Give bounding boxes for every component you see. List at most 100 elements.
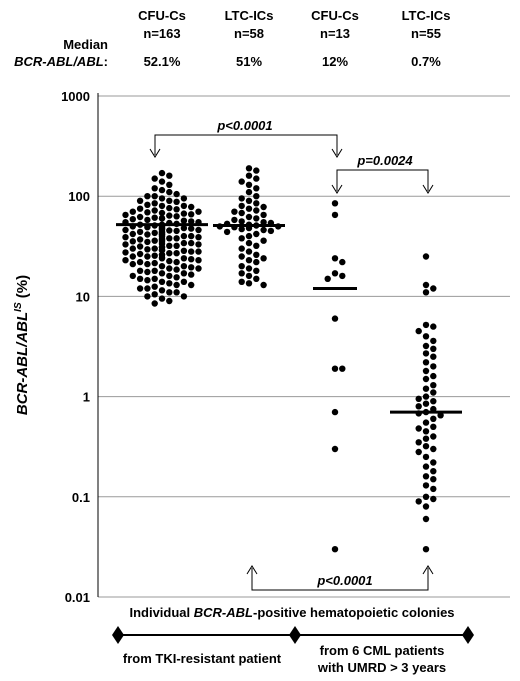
data-point xyxy=(430,433,437,440)
data-point xyxy=(260,237,267,244)
data-point xyxy=(422,428,430,435)
data-point xyxy=(331,255,339,262)
data-point xyxy=(422,393,430,400)
data-point xyxy=(245,257,253,264)
data-point xyxy=(136,250,144,258)
data-point xyxy=(180,217,188,224)
bracket-top xyxy=(154,134,338,155)
data-point xyxy=(245,248,253,255)
data-point xyxy=(260,255,267,262)
data-point xyxy=(180,247,188,254)
data-point xyxy=(195,234,202,241)
data-point xyxy=(422,367,430,375)
data-point xyxy=(422,546,430,553)
data-point xyxy=(430,495,437,503)
header-col3-n: n=13 xyxy=(320,26,350,41)
data-point xyxy=(151,291,158,298)
data-point xyxy=(166,289,173,296)
data-point xyxy=(415,395,422,402)
data-point xyxy=(136,197,144,204)
data-point xyxy=(422,473,430,480)
data-point xyxy=(253,193,260,200)
data-point xyxy=(136,285,144,292)
data-point xyxy=(422,253,430,260)
data-point xyxy=(173,281,180,289)
data-point xyxy=(180,202,188,210)
data-point xyxy=(136,243,144,250)
data-point xyxy=(415,498,422,505)
y-tick-label: 0.01 xyxy=(65,590,90,605)
data-point xyxy=(253,185,260,192)
data-point xyxy=(245,197,253,204)
data-point xyxy=(158,195,166,202)
data-point xyxy=(151,185,158,192)
arrow-bottom-left xyxy=(246,565,258,575)
header: CFU-Cs n=163 LTC-ICs n=58 CFU-Cs n=13 LT… xyxy=(14,8,450,69)
data-point xyxy=(144,209,151,216)
data-point xyxy=(430,285,437,292)
data-point xyxy=(422,453,430,461)
data-point xyxy=(195,208,202,215)
y-axis-label: BCR-ABL/ABLIS (%) xyxy=(13,275,31,415)
data-point xyxy=(422,321,430,329)
data-point xyxy=(238,253,245,260)
diamond-right xyxy=(462,626,474,644)
data-point xyxy=(331,270,339,277)
data-point xyxy=(144,260,151,268)
data-point xyxy=(180,224,188,232)
p-value-mid: p=0.0024 xyxy=(356,153,413,168)
data-point xyxy=(122,257,129,264)
y-tick-labels: 1000 100 10 1 0.1 0.01 xyxy=(61,89,90,605)
data-point xyxy=(158,263,166,270)
data-point xyxy=(180,270,188,277)
y-tick-label: 0.1 xyxy=(72,490,90,505)
data-point xyxy=(151,175,158,182)
data-point xyxy=(324,275,331,282)
data-point xyxy=(260,226,267,234)
data-point xyxy=(173,258,180,266)
data-point xyxy=(188,239,195,247)
data-point xyxy=(144,238,151,246)
data-point xyxy=(422,375,430,383)
data-point xyxy=(331,211,339,219)
data-point xyxy=(136,205,144,212)
data-point xyxy=(158,202,166,210)
data-point xyxy=(430,372,437,380)
header-col2-n: n=58 xyxy=(234,26,264,41)
data-point xyxy=(180,239,188,247)
data-point xyxy=(136,258,144,266)
data-point xyxy=(223,228,231,236)
y-tick-label: 100 xyxy=(68,189,90,204)
data-point xyxy=(180,232,188,240)
data-point xyxy=(331,200,339,207)
data-point xyxy=(415,439,422,446)
data-point xyxy=(122,241,129,248)
data-point xyxy=(430,337,437,345)
data-point xyxy=(188,281,195,289)
data-point xyxy=(195,241,202,248)
data-point xyxy=(180,195,188,202)
data-point xyxy=(144,231,151,238)
data-point xyxy=(253,275,260,282)
data-point xyxy=(422,503,430,510)
data-point xyxy=(245,205,253,212)
data-point xyxy=(166,265,173,272)
footer-title-italic: BCR-ABL xyxy=(194,605,253,620)
data-point xyxy=(166,172,173,179)
data-point xyxy=(422,359,430,366)
data-point xyxy=(422,333,430,340)
arrow-mid-right xyxy=(422,184,434,194)
data-point xyxy=(253,258,260,266)
data-point xyxy=(430,353,437,360)
data-point xyxy=(166,197,173,204)
data-point xyxy=(188,211,195,218)
data-point xyxy=(144,201,151,208)
data-point xyxy=(245,272,253,280)
data-point xyxy=(129,230,136,238)
data-point xyxy=(158,255,166,262)
data-point xyxy=(129,238,136,245)
data-point xyxy=(173,289,180,296)
data-point xyxy=(238,263,245,270)
data-point xyxy=(158,169,166,177)
